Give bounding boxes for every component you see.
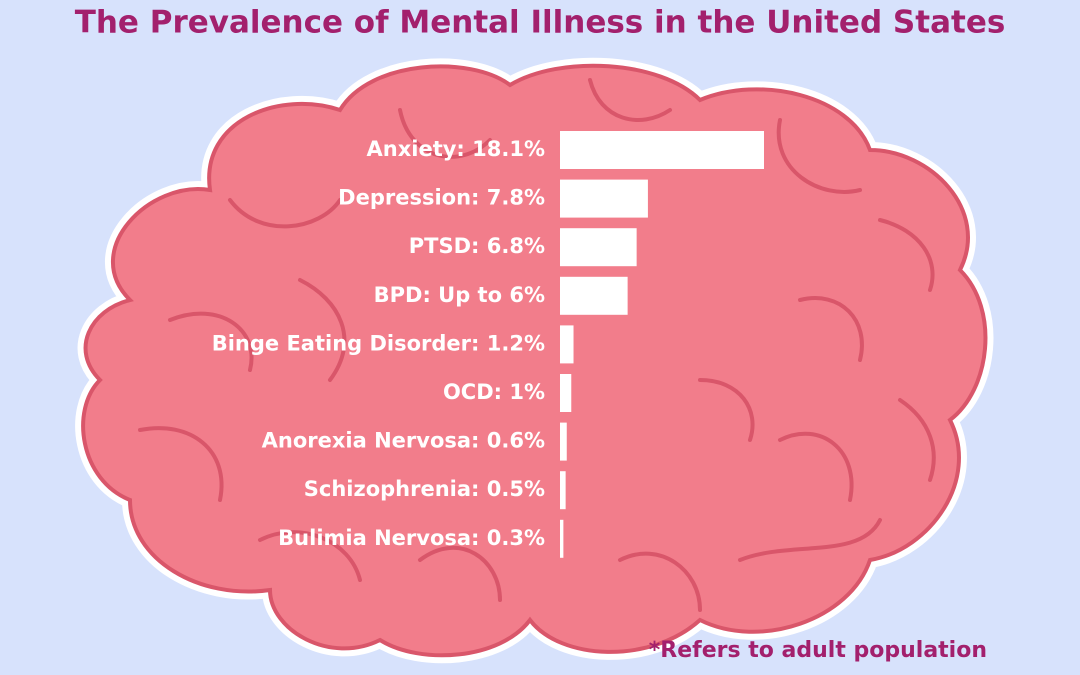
chart-title: The Prevalence of Mental Illness in the … [75, 5, 1006, 41]
bar [560, 179, 648, 218]
bar [560, 519, 564, 558]
category-label: Depression: 7.8% [338, 186, 545, 210]
category-label: Anorexia Nervosa: 0.6% [262, 429, 545, 453]
bar [560, 422, 567, 461]
category-label: Anxiety: 18.1% [367, 137, 545, 161]
category-label: Schizophrenia: 0.5% [304, 477, 545, 501]
category-label: PTSD: 6.8% [409, 234, 545, 258]
brain-illustration [75, 57, 994, 664]
category-label: BPD: Up to 6% [374, 283, 545, 307]
category-label: Bulimia Nervosa: 0.3% [278, 526, 545, 550]
bar [560, 228, 637, 267]
category-label: OCD: 1% [443, 380, 545, 404]
bar [560, 276, 628, 315]
footnote: *Refers to adult population [649, 638, 987, 663]
bar [560, 325, 574, 364]
bar [560, 471, 566, 510]
category-label: Binge Eating Disorder: 1.2% [212, 331, 545, 355]
bar [560, 374, 572, 412]
bar [560, 131, 764, 169]
